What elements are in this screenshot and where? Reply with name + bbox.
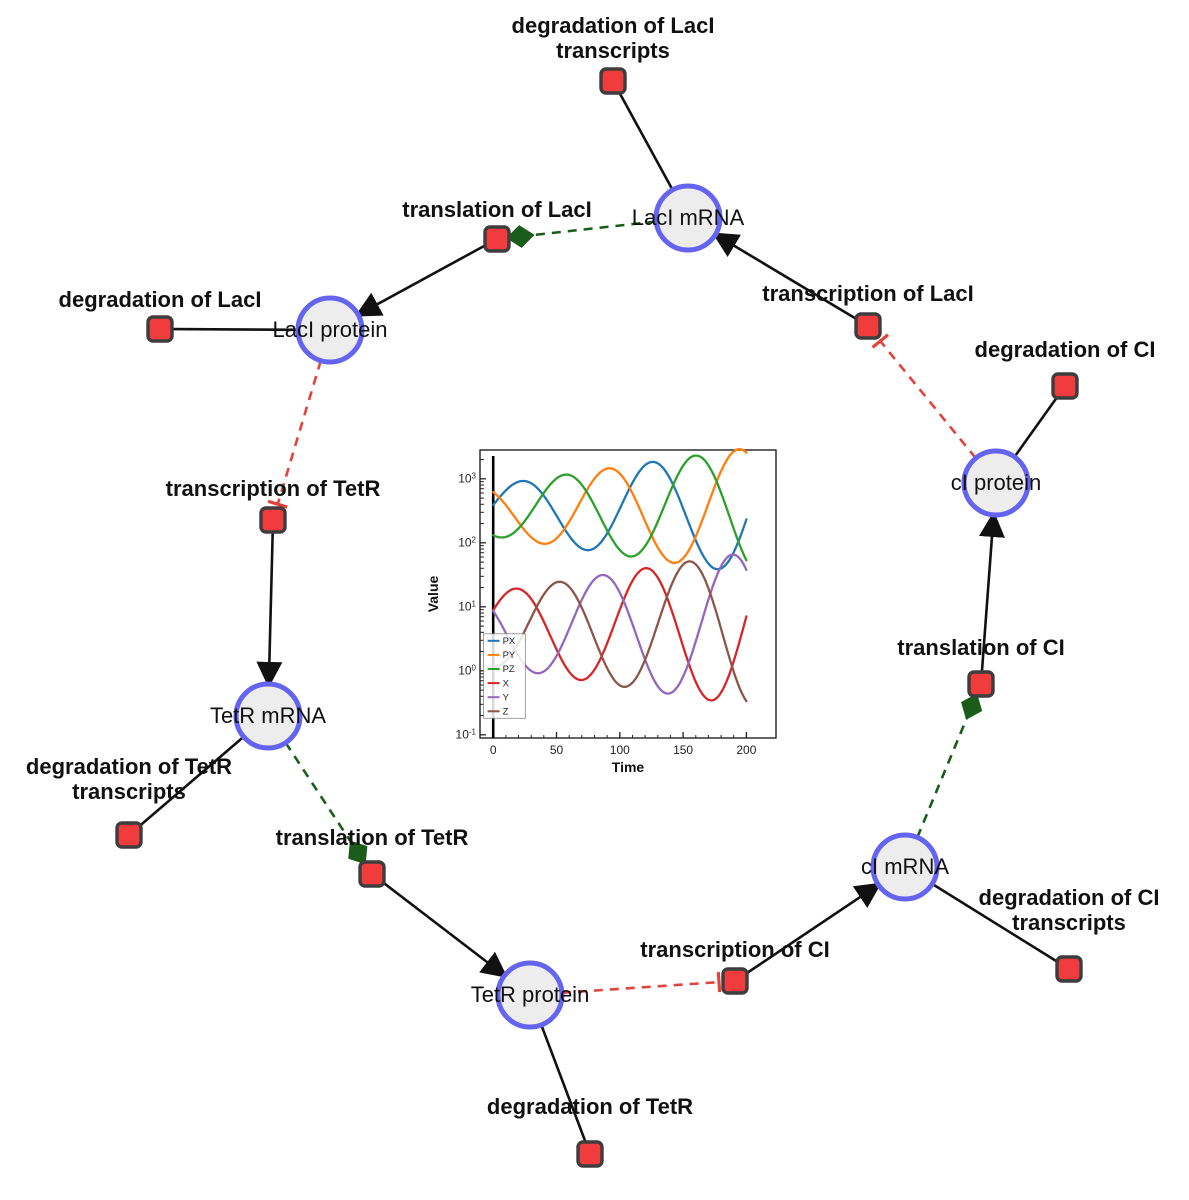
svg-text:Time: Time — [612, 759, 645, 775]
svg-text:150: 150 — [673, 743, 693, 757]
svg-text:PX: PX — [503, 636, 516, 647]
svg-text:0: 0 — [490, 743, 497, 757]
svg-text:103: 103 — [458, 471, 476, 485]
svg-text:200: 200 — [736, 743, 756, 757]
svg-text:100: 100 — [610, 743, 630, 757]
svg-text:Z: Z — [503, 707, 509, 718]
svg-text:X: X — [503, 678, 510, 689]
svg-text:100: 100 — [458, 663, 476, 677]
svg-text:Value: Value — [425, 576, 441, 613]
svg-text:10-1: 10-1 — [456, 727, 477, 741]
svg-text:50: 50 — [550, 743, 564, 757]
svg-text:101: 101 — [458, 599, 476, 613]
svg-text:102: 102 — [458, 535, 476, 549]
svg-text:PY: PY — [503, 650, 516, 661]
svg-text:Y: Y — [503, 692, 510, 703]
svg-text:PZ: PZ — [503, 664, 515, 675]
